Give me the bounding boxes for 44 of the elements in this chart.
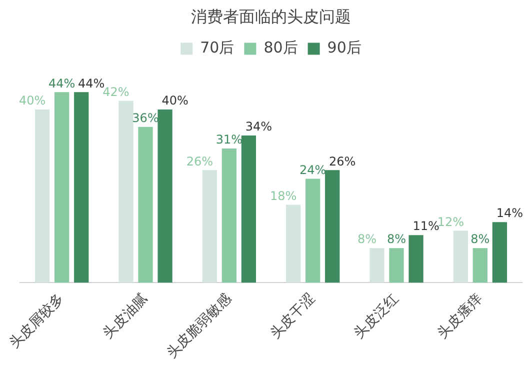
bar [118,100,134,283]
data-label: 26% [329,154,356,168]
bar [389,248,404,283]
bar [492,222,508,283]
bar [74,92,89,283]
data-label: 11% [412,219,440,234]
bar [472,248,488,283]
bar [306,178,320,283]
data-label: 40% [18,94,46,108]
data-label: 44% [48,76,76,90]
data-label: 34% [245,120,272,134]
x-tick-label: 头皮干涩 [267,290,318,342]
data-label: 14% [496,206,524,220]
x-tick-label: 头皮屑较多 [6,290,68,352]
bar [158,110,172,283]
x-tick-label: 头皮脆弱敏感 [164,290,235,362]
data-label: 24% [299,162,326,177]
data-label: 8% [357,232,376,246]
data-label: 44% [78,76,105,90]
chart-title: 消费者面临的头皮问题 [191,6,351,26]
data-label: 26% [186,154,213,168]
legend-label: 70后 [200,38,234,57]
bar [222,148,236,283]
x-tick-label: 头皮油腻 [100,290,151,342]
x-tick-label: 头皮泛红 [350,290,402,342]
data-label: 8% [386,232,406,246]
data-label: 8% [470,232,490,246]
bar [408,235,424,283]
bar [34,110,50,283]
bar [453,230,468,283]
bar [286,204,301,283]
bar [325,170,340,283]
bar [241,135,256,283]
bar [202,170,217,283]
data-label: 42% [102,84,130,99]
data-label: 40% [162,94,188,108]
bar [370,248,384,283]
legend-label: 80后 [264,38,298,57]
bar [54,92,70,283]
data-label: 31% [216,132,243,147]
bar [138,126,153,283]
legend-label: 90后 [327,38,362,57]
x-tick-label: 头皮瘙痒 [434,290,486,342]
data-label: 18% [270,188,297,203]
